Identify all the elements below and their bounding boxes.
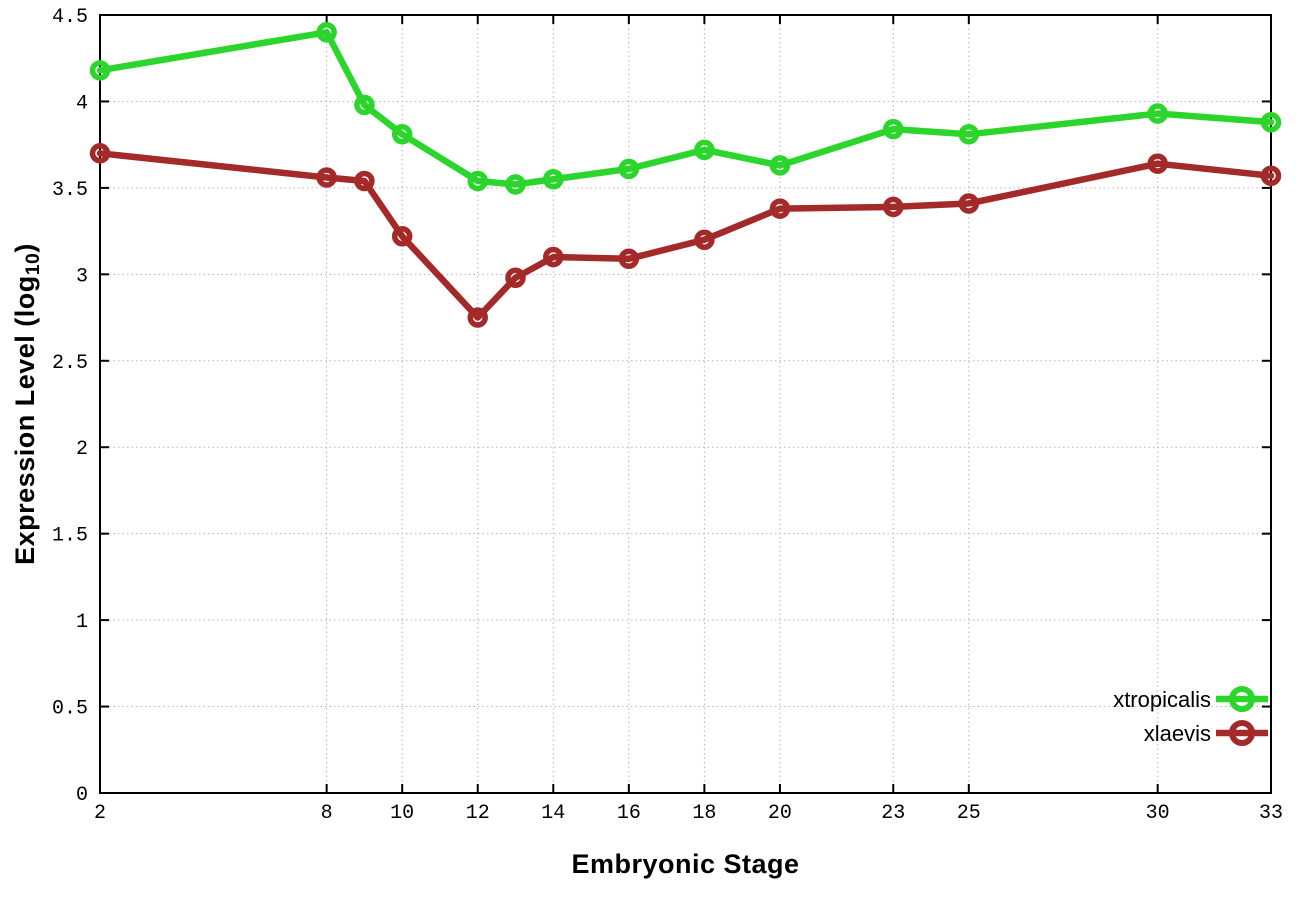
y-tick-label: 4.5 (52, 6, 88, 29)
x-tick-label: 14 (541, 802, 565, 825)
marker-xtropicalis (1260, 111, 1282, 133)
marker-xtropicalis (543, 168, 564, 190)
legend-marker-xlaevis (1229, 720, 1255, 746)
marker-xlaevis (543, 246, 564, 268)
marker-xlaevis (1260, 165, 1282, 187)
y-axis-title-end: ) (10, 243, 40, 253)
marker-xlaevis (505, 267, 526, 289)
marker-xtropicalis (354, 94, 375, 116)
x-tick-label: 20 (768, 802, 792, 825)
y-tick-label: 1 (76, 611, 88, 634)
marker-xlaevis (467, 307, 488, 328)
x-axis-title: Embryonic Stage (571, 849, 800, 879)
x-tick-label: 30 (1146, 802, 1170, 825)
x-tick-label: 10 (390, 802, 414, 825)
marker-xtropicalis (694, 139, 715, 161)
marker-xlaevis (769, 198, 791, 219)
x-tick-label: 16 (617, 802, 641, 825)
marker-xlaevis (391, 226, 413, 247)
y-axis-title-main: Expression Level (log (10, 275, 40, 565)
marker-xlaevis (316, 167, 337, 188)
x-tick-label: 18 (692, 802, 716, 825)
x-tick-label: 8 (321, 802, 333, 825)
y-axis-title-subscript: 10 (21, 252, 44, 276)
y-axis-title: Expression Level (log10) (10, 15, 45, 793)
marker-xlaevis (1147, 153, 1168, 174)
x-tick-label: 25 (957, 802, 981, 825)
marker-xlaevis (883, 196, 904, 218)
x-tick-label: 23 (881, 802, 905, 825)
marker-xtropicalis (618, 158, 640, 180)
marker-xtropicalis (505, 174, 526, 195)
x-tick-label: 33 (1259, 802, 1283, 825)
y-tick-label: 1.5 (52, 525, 88, 548)
y-tick-label: 3.5 (52, 179, 88, 202)
marker-xlaevis (618, 248, 640, 270)
y-tick-label: 2 (76, 438, 88, 461)
y-tick-label: 0.5 (52, 698, 88, 721)
series-line-xlaevis (96, 150, 1275, 321)
marker-xtropicalis (467, 170, 488, 192)
marker-xtropicalis (391, 124, 413, 145)
plot-border (99, 14, 1272, 794)
y-tick-label: 0 (76, 784, 88, 807)
marker-xtropicalis (769, 155, 791, 176)
legend-marker-xtropicalis (1229, 686, 1255, 712)
marker-xlaevis (694, 229, 715, 251)
marker-xtropicalis (958, 124, 980, 145)
legend-label-xlaevis: xlaevis (1144, 721, 1211, 746)
y-tick-label: 4 (76, 92, 88, 115)
marker-xtropicalis (883, 118, 904, 140)
marker-xtropicalis (89, 60, 111, 81)
y-tick-label: 3 (76, 265, 88, 288)
legend-label-xtropicalis: xtropicalis (1113, 687, 1211, 712)
series-line-xtropicalis (96, 29, 1275, 188)
marker-xtropicalis (316, 22, 337, 43)
x-tick-label: 12 (466, 802, 490, 825)
marker-xlaevis (89, 143, 111, 164)
x-tick-label: 2 (94, 802, 106, 825)
marker-xlaevis (958, 193, 980, 214)
y-tick-label: 2.5 (52, 352, 88, 375)
marker-xlaevis (354, 170, 375, 192)
marker-xtropicalis (1147, 103, 1168, 124)
